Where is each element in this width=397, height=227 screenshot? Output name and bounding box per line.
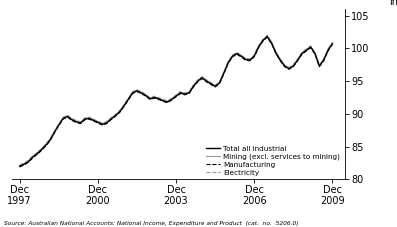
Manufacturing	[173, 96, 178, 98]
Electricity	[121, 103, 126, 106]
Y-axis label: index: index	[389, 0, 397, 7]
Manufacturing	[121, 105, 126, 108]
Electricity	[173, 94, 178, 96]
Total all industrial	[87, 117, 92, 120]
Manufacturing	[87, 118, 92, 121]
Manufacturing	[282, 65, 287, 68]
Electricity	[291, 63, 296, 66]
Mining (excl. services to mining)	[17, 164, 22, 167]
Manufacturing	[304, 50, 309, 52]
Manufacturing	[291, 65, 296, 68]
Manufacturing	[17, 165, 22, 168]
Mining (excl. services to mining)	[265, 35, 270, 37]
Total all industrial	[291, 65, 296, 67]
Total all industrial	[304, 49, 309, 52]
Electricity	[304, 48, 309, 50]
Electricity	[282, 63, 287, 66]
Mining (excl. services to mining)	[173, 94, 178, 97]
Line: Mining (excl. services to mining): Mining (excl. services to mining)	[20, 36, 332, 165]
Mining (excl. services to mining)	[87, 116, 92, 119]
Mining (excl. services to mining)	[121, 104, 126, 107]
Legend: Total all industrial, Mining (excl. services to mining), Manufacturing, Electric: Total all industrial, Mining (excl. serv…	[206, 146, 340, 176]
Electricity	[87, 116, 92, 118]
Text: Source: Australian National Accounts: National Income, Expenditure and Product  : Source: Australian National Accounts: Na…	[4, 221, 299, 226]
Mining (excl. services to mining)	[282, 64, 287, 67]
Mining (excl. services to mining)	[330, 42, 335, 44]
Line: Manufacturing: Manufacturing	[20, 37, 332, 167]
Electricity	[330, 41, 335, 44]
Manufacturing	[330, 43, 335, 46]
Total all industrial	[282, 65, 287, 67]
Manufacturing	[265, 36, 270, 39]
Line: Electricity: Electricity	[20, 35, 332, 165]
Total all industrial	[121, 105, 126, 107]
Electricity	[17, 164, 22, 166]
Mining (excl. services to mining)	[304, 48, 309, 51]
Total all industrial	[265, 35, 270, 38]
Total all industrial	[330, 42, 335, 45]
Line: Total all industrial: Total all industrial	[20, 37, 332, 166]
Total all industrial	[17, 165, 22, 168]
Total all industrial	[173, 95, 178, 98]
Mining (excl. services to mining)	[291, 64, 296, 67]
Electricity	[265, 34, 270, 37]
